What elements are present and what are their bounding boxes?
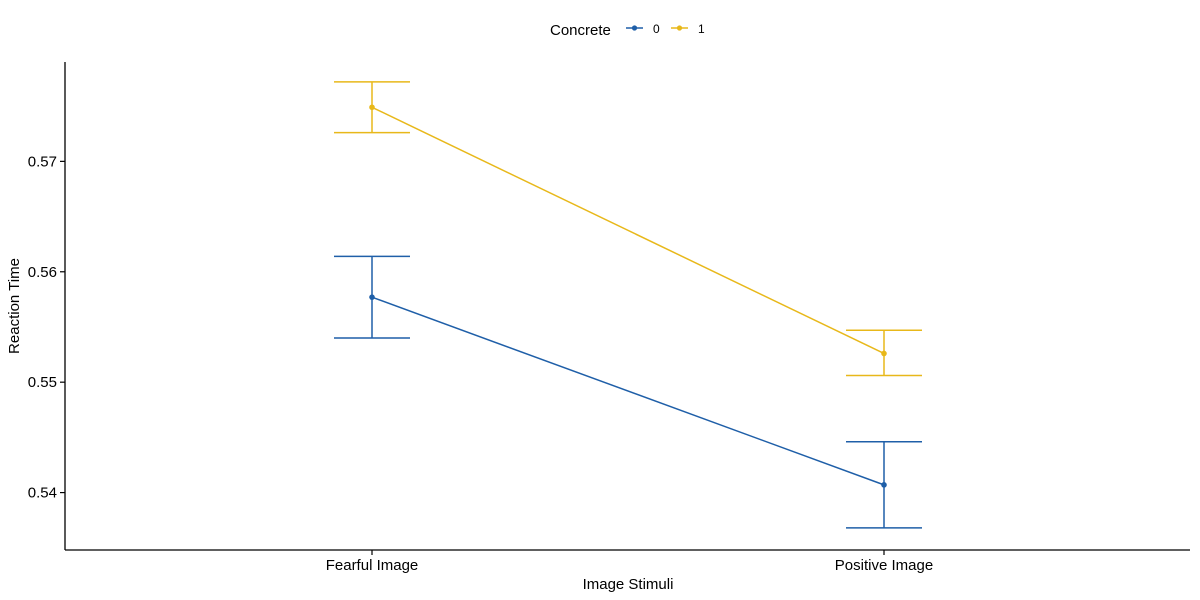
- y-axis-title: Reaction Time: [6, 258, 23, 354]
- series-line: [371, 296, 885, 486]
- y-tick-label: 0.57: [28, 153, 57, 170]
- data-point: [369, 294, 375, 300]
- legend-item-1: 1: [671, 22, 705, 36]
- legend-label: 0: [653, 22, 660, 36]
- series-1: [334, 81, 922, 377]
- legend-label: 1: [698, 22, 705, 36]
- x-tick-label: Positive Image: [835, 557, 933, 574]
- y-ticks: 0.54 0.55 0.56 0.57: [28, 153, 65, 502]
- y-tick-label: 0.54: [28, 485, 57, 502]
- series-0: [334, 255, 922, 529]
- data-point: [881, 482, 887, 488]
- y-tick-label: 0.55: [28, 374, 57, 391]
- data-point: [881, 350, 887, 357]
- plot-area: [334, 81, 922, 529]
- legend-title: Concrete: [550, 22, 611, 39]
- y-tick-label: 0.56: [28, 264, 57, 281]
- x-axis-title: Image Stimuli: [583, 576, 674, 593]
- legend-item-0: 0: [626, 22, 660, 36]
- series-line: [371, 106, 885, 355]
- x-ticks: Fearful Image Positive Image: [326, 550, 933, 574]
- data-point: [369, 104, 375, 111]
- x-tick-label: Fearful Image: [326, 557, 419, 574]
- legend-key-point: [631, 25, 638, 31]
- legend-key-point: [676, 25, 683, 31]
